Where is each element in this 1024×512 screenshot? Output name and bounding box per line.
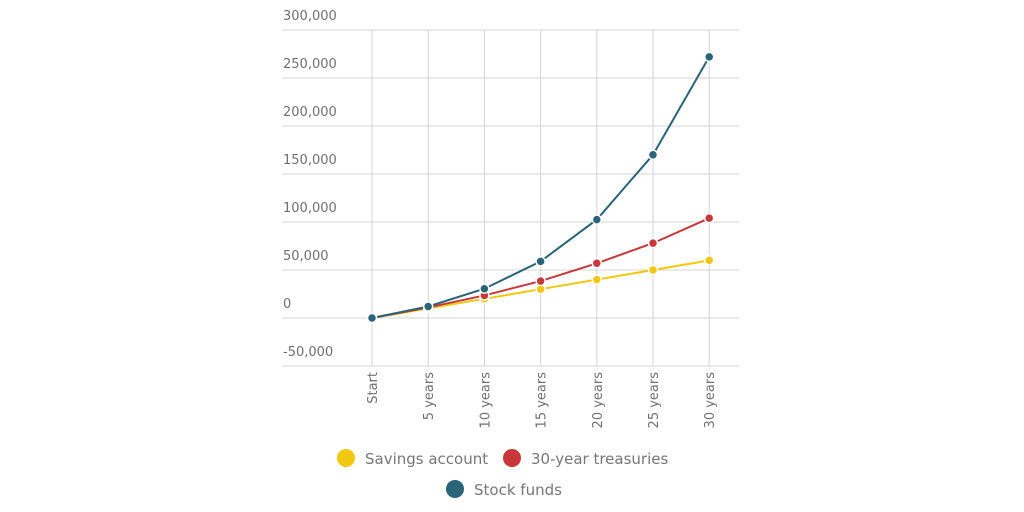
data-point	[647, 149, 659, 161]
y-tick-label: 50,000	[283, 249, 329, 264]
data-point	[479, 283, 490, 294]
data-point	[591, 258, 603, 269]
data-point	[703, 212, 715, 224]
y-tick-label: 150,000	[283, 153, 337, 168]
legend-swatch	[446, 480, 464, 498]
legend-label: 30-year treasuries	[531, 450, 668, 468]
x-tick-label: Start	[366, 372, 381, 404]
y-tick-label: 300,000	[283, 9, 337, 24]
y-tick-label: 250,000	[283, 57, 337, 72]
x-tick-label: 15 years	[535, 372, 550, 429]
legend-label: Stock funds	[474, 481, 562, 499]
x-tick-label: 25 years	[647, 372, 662, 429]
x-tick-label: 10 years	[478, 372, 493, 429]
x-tick-label: 20 years	[591, 372, 606, 429]
data-point	[535, 275, 546, 287]
data-point	[647, 264, 659, 276]
data-point	[422, 301, 434, 312]
legend-swatch	[337, 449, 355, 467]
y-tick-label: 200,000	[283, 105, 337, 120]
data-point	[366, 312, 378, 324]
legend-swatch	[503, 449, 521, 467]
x-tick-label: 30 years	[703, 372, 718, 429]
y-tick-label: 100,000	[283, 201, 337, 216]
data-point	[703, 51, 715, 63]
data-point	[535, 256, 546, 267]
data-point	[647, 237, 659, 249]
data-point	[591, 274, 603, 285]
data-point	[591, 214, 603, 225]
x-tick-label: 5 years	[422, 372, 437, 420]
data-point	[703, 255, 715, 266]
y-tick-label: -50,000	[283, 345, 333, 360]
legend-label: Savings account	[365, 450, 488, 468]
y-tick-label: 0	[283, 297, 291, 312]
